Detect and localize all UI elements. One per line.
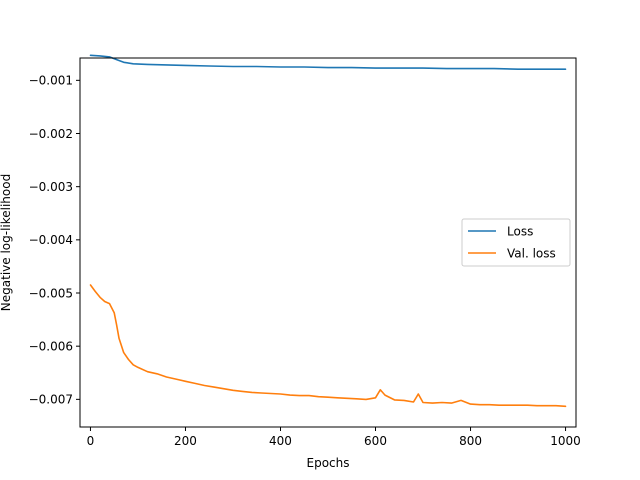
y-tick-label: −0.004 xyxy=(29,233,73,247)
x-tick-label: 200 xyxy=(174,434,197,448)
legend: Loss Val. loss xyxy=(461,218,571,267)
series-line-val-loss xyxy=(89,284,567,408)
x-tick-label: 800 xyxy=(459,434,482,448)
y-tick-label: −0.007 xyxy=(29,393,73,407)
x-tick-label: 600 xyxy=(364,434,387,448)
y-tick-label: −0.003 xyxy=(29,180,73,194)
y-tick-label: −0.005 xyxy=(29,286,73,300)
x-tick-label: 400 xyxy=(269,434,292,448)
x-axis-ticks: 0 200 400 600 800 1000 xyxy=(87,427,581,448)
y-axis-ticks: −0.007 −0.006 −0.005 −0.004 −0.003 −0.002 −0.0… xyxy=(29,74,80,407)
legend-label-val-loss: Val. loss xyxy=(507,247,556,261)
plot-frame xyxy=(79,57,577,428)
y-tick-label: −0.002 xyxy=(29,127,73,141)
x-tick-label: 1000 xyxy=(550,434,581,448)
legend-label-loss: Loss xyxy=(507,225,533,239)
y-axis-title: Negative log-likelihood xyxy=(0,174,13,311)
x-axis-title: Epochs xyxy=(307,456,350,470)
x-tick-label: 0 xyxy=(87,434,95,448)
y-tick-label: −0.006 xyxy=(29,339,73,353)
y-tick-label: −0.001 xyxy=(29,74,73,88)
series-layer xyxy=(89,54,567,408)
series-line-loss xyxy=(89,54,567,70)
